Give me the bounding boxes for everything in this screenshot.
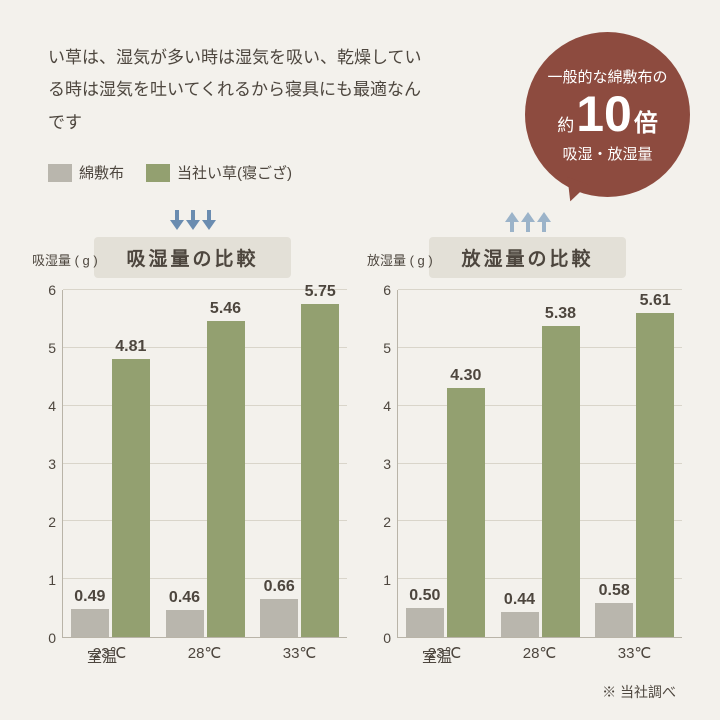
igusa-swatch: [146, 164, 170, 182]
xaxis: 23℃28℃33℃: [373, 638, 682, 674]
ytick: 6: [48, 282, 56, 298]
up-arrows-icon: [505, 210, 551, 232]
yaxis-label: 放湿量 ( g ): [367, 250, 433, 269]
badge-line2: 約 10 倍: [557, 89, 658, 139]
bar-label: 0.46: [169, 589, 200, 607]
bar-igusa: 5.61: [636, 313, 674, 637]
xaxis-label: 28℃: [492, 638, 587, 674]
badge-prefix: 約: [557, 117, 574, 134]
ytick: 0: [48, 630, 56, 646]
ytick: 5: [48, 340, 56, 356]
legend-item-igusa: 当社い草(寝ござ): [146, 162, 292, 183]
bar-group: 0.504.30: [398, 290, 493, 637]
bar-label: 5.38: [545, 305, 576, 323]
xaxis-label: 33℃: [252, 638, 347, 674]
badge-tail: [560, 177, 588, 205]
bar-label: 0.50: [409, 587, 440, 605]
bar-label: 5.75: [305, 283, 336, 301]
bar-label: 5.46: [210, 300, 241, 318]
xaxis-label: 33℃: [587, 638, 682, 674]
bar-cotton: 0.49: [71, 609, 109, 637]
bar-label: 0.44: [504, 591, 535, 609]
xaxis-label: 28℃: [157, 638, 252, 674]
chart-title: 放湿量の比較: [429, 237, 625, 278]
bar-igusa: 5.46: [207, 321, 245, 637]
chart-title-row: 吸湿量の比較吸湿量 ( g ): [38, 210, 347, 278]
badge-number: 10: [576, 89, 632, 139]
ytick: 0: [383, 630, 391, 646]
bar-label: 5.61: [640, 292, 671, 310]
legend-label-cotton: 綿敷布: [79, 162, 124, 183]
bar-igusa: 5.38: [542, 326, 580, 637]
ytick: 5: [383, 340, 391, 356]
bar-igusa: 5.75: [301, 304, 339, 637]
bar-cotton: 0.66: [260, 599, 298, 637]
legend-item-cotton: 綿敷布: [48, 162, 124, 183]
legend-label-igusa: 当社い草(寝ござ): [177, 162, 292, 183]
plot: 0.504.300.445.380.585.61室温: [397, 290, 682, 638]
bar-group: 0.445.38: [493, 290, 588, 637]
bar-cotton: 0.46: [166, 610, 204, 637]
callout-badge: 一般的な綿敷布の 約 10 倍 吸湿・放湿量: [525, 32, 690, 197]
ytick: 1: [48, 572, 56, 588]
ytick: 2: [383, 514, 391, 530]
bar-igusa: 4.81: [112, 359, 150, 637]
legend: 綿敷布 当社い草(寝ござ): [48, 162, 292, 183]
bar-group: 0.465.46: [158, 290, 253, 637]
ytick: 4: [383, 398, 391, 414]
cotton-swatch: [48, 164, 72, 182]
bar-label: 4.81: [115, 338, 146, 356]
bar-cotton: 0.58: [595, 603, 633, 637]
bar-label: 0.58: [599, 582, 630, 600]
chart-title-row: 放湿量の比較放湿量 ( g ): [373, 210, 682, 278]
badge-line1: 一般的な綿敷布の: [547, 66, 667, 87]
badge-line3: 吸湿・放湿量: [562, 143, 652, 164]
plot: 0.494.810.465.460.665.75室温: [62, 290, 347, 638]
bar-cotton: 0.44: [501, 612, 539, 637]
ytick: 6: [383, 282, 391, 298]
bar-label: 4.30: [450, 367, 481, 385]
bar-group: 0.665.75: [252, 290, 347, 637]
bar-label: 0.66: [264, 578, 295, 596]
bar-label: 0.49: [74, 588, 105, 606]
ytick: 3: [383, 456, 391, 472]
ytick: 1: [383, 572, 391, 588]
xaxis-prefix: 室温: [87, 646, 117, 667]
xaxis: 23℃28℃33℃: [38, 638, 347, 674]
charts-row: 吸湿量の比較吸湿量 ( g )01234560.494.810.465.460.…: [38, 210, 682, 674]
plot-wrap: 01234560.494.810.465.460.665.75室温: [38, 290, 347, 638]
plot-wrap: 01234560.504.300.445.380.585.61室温: [373, 290, 682, 638]
chart-title: 吸湿量の比較: [94, 237, 290, 278]
ytick: 2: [48, 514, 56, 530]
ytick: 3: [48, 456, 56, 472]
ytick: 4: [48, 398, 56, 414]
footnote: ※ 当社調べ: [602, 682, 676, 702]
down-arrows-icon: [170, 210, 216, 232]
xaxis-prefix: 室温: [422, 646, 452, 667]
badge-suffix: 倍: [634, 112, 658, 136]
yaxis-label: 吸湿量 ( g ): [32, 250, 98, 269]
bar-group: 0.494.81: [63, 290, 158, 637]
bar-group: 0.585.61: [587, 290, 682, 637]
yaxis: 0123456: [38, 290, 62, 638]
yaxis: 0123456: [373, 290, 397, 638]
chart-0: 吸湿量の比較吸湿量 ( g )01234560.494.810.465.460.…: [38, 210, 347, 674]
chart-1: 放湿量の比較放湿量 ( g )01234560.504.300.445.380.…: [373, 210, 682, 674]
header-text: い草は、湿気が多い時は湿気を吸い、乾燥している時は湿気を吐いてくれるから寝具にも…: [48, 42, 428, 139]
bar-igusa: 4.30: [447, 388, 485, 637]
bar-cotton: 0.50: [406, 608, 444, 637]
